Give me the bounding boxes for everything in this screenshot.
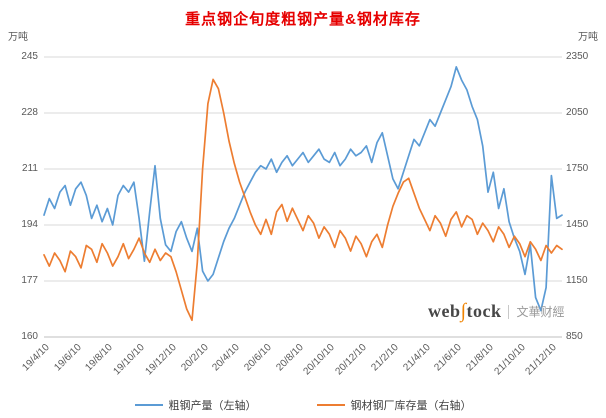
legend-item-steel-inventory: 钢材钢厂库存量（右轴） bbox=[316, 397, 472, 413]
watermark-brand-s-glyph: ∫ bbox=[460, 300, 467, 322]
legend-swatch-orange-line bbox=[316, 404, 345, 406]
watermark-brand: web∫tock bbox=[428, 300, 501, 323]
left-axis-unit-label: 万吨 bbox=[8, 32, 28, 43]
series-line-production bbox=[43, 66, 563, 312]
chart-title: 重点钢企旬度粗钢产量&钢材库存 bbox=[185, 11, 421, 28]
watermark-caption: 文華财經 bbox=[508, 304, 565, 319]
legend: 粗钢产量（左轴） 钢材钢厂库存量（右轴） bbox=[0, 397, 606, 413]
gridlines bbox=[44, 56, 562, 338]
legend-item-crude-steel-output: 粗钢产量（左轴） bbox=[134, 397, 257, 413]
right-axis-unit-label: 万吨 bbox=[578, 32, 598, 43]
watermark-brand-tock: tock bbox=[466, 301, 502, 321]
watermark: web∫tock 文華财經 bbox=[428, 300, 565, 323]
series-lines bbox=[43, 66, 563, 322]
series-line-inventory bbox=[43, 78, 563, 322]
legend-label-steel-inventory: 钢材钢厂库存量（右轴） bbox=[350, 400, 472, 412]
legend-swatch-blue-line bbox=[134, 404, 163, 406]
watermark-brand-web: web bbox=[428, 301, 461, 321]
legend-label-crude-steel-output: 粗钢产量（左轴） bbox=[168, 400, 257, 412]
